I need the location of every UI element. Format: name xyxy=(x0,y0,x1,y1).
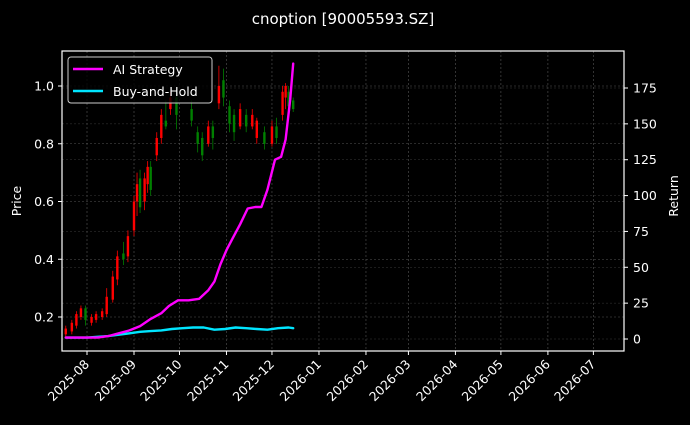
candle-down xyxy=(122,253,125,260)
candle-up xyxy=(100,311,104,317)
candle-down xyxy=(196,132,199,144)
candlestick-series xyxy=(64,65,295,338)
y-tick-label-return: 75 xyxy=(633,224,649,239)
candle-up xyxy=(75,314,78,326)
candle-up xyxy=(105,296,108,315)
candle-down xyxy=(222,80,225,98)
ai-strategy-line xyxy=(64,62,295,339)
candle-down xyxy=(291,100,295,110)
candle-down xyxy=(211,126,215,138)
y-axis-label-return: Return xyxy=(666,175,681,216)
candle-up xyxy=(70,322,74,332)
candle-up xyxy=(135,184,139,202)
legend-label-buy-and-hold: Buy-and-Hold xyxy=(113,84,198,99)
y-tick-label-price: 1.0 xyxy=(34,79,54,94)
candle-down xyxy=(228,106,231,124)
candle-up xyxy=(79,308,83,317)
y-tick-label-price: 0.2 xyxy=(34,310,54,325)
y-tick-label-return: 25 xyxy=(633,296,649,311)
candle-down xyxy=(164,120,168,127)
legend-label-ai-strategy: AI Strategy xyxy=(113,62,183,77)
candle-down xyxy=(275,126,278,138)
grid-lines xyxy=(62,51,624,351)
y-tick-label-return: 125 xyxy=(633,152,657,167)
candle-up xyxy=(238,109,242,127)
candle-up xyxy=(90,317,93,323)
candle-up xyxy=(143,178,146,202)
candle-up xyxy=(155,137,158,156)
candle-up xyxy=(132,201,136,231)
candle-up xyxy=(270,126,274,144)
legend-box xyxy=(67,56,213,104)
candle-up xyxy=(255,120,259,138)
y-tick-label-price: 0.4 xyxy=(34,252,54,267)
candle-up xyxy=(281,91,284,115)
y-axis-return: 0 25 50 75 100 125 150 175 xyxy=(624,81,657,347)
candle-down xyxy=(149,166,152,190)
candle-up xyxy=(116,256,119,280)
line-series xyxy=(64,62,295,339)
y-axis-price: 0.2 0.4 0.6 0.8 1.0 xyxy=(34,79,62,325)
candle-up xyxy=(111,276,114,300)
candle-up xyxy=(207,126,210,144)
candle-down xyxy=(201,137,204,156)
y-tick-label-return: 175 xyxy=(633,81,657,96)
candle-up xyxy=(126,236,130,257)
candle-up xyxy=(251,114,254,127)
candle-down xyxy=(175,97,178,115)
candle-down xyxy=(244,114,248,127)
candle-down xyxy=(287,91,290,107)
y-tick-label-return: 100 xyxy=(633,188,657,203)
y-tick-label-return: 0 xyxy=(633,332,641,347)
candle-up xyxy=(217,86,221,104)
y-tick-label-return: 50 xyxy=(633,260,649,275)
candle-up xyxy=(160,114,163,138)
candle-down xyxy=(232,114,236,133)
y-axis-label-price: Price xyxy=(9,185,24,216)
candle-up xyxy=(284,86,287,98)
y-tick-label-return: 150 xyxy=(633,116,657,131)
legend: AI Strategy Buy-and-Hold xyxy=(67,56,213,104)
candle-up xyxy=(94,314,98,320)
candle-down xyxy=(263,132,266,144)
candle-up xyxy=(64,328,67,335)
y-tick-label-price: 0.6 xyxy=(34,194,54,209)
y-tick-label-price: 0.8 xyxy=(34,136,54,151)
candle-down xyxy=(190,109,193,121)
candle-down xyxy=(84,308,87,320)
chart-title: cnoption [90005593.SZ] xyxy=(252,10,435,28)
candle-up xyxy=(146,166,149,185)
candle-down xyxy=(138,178,142,208)
